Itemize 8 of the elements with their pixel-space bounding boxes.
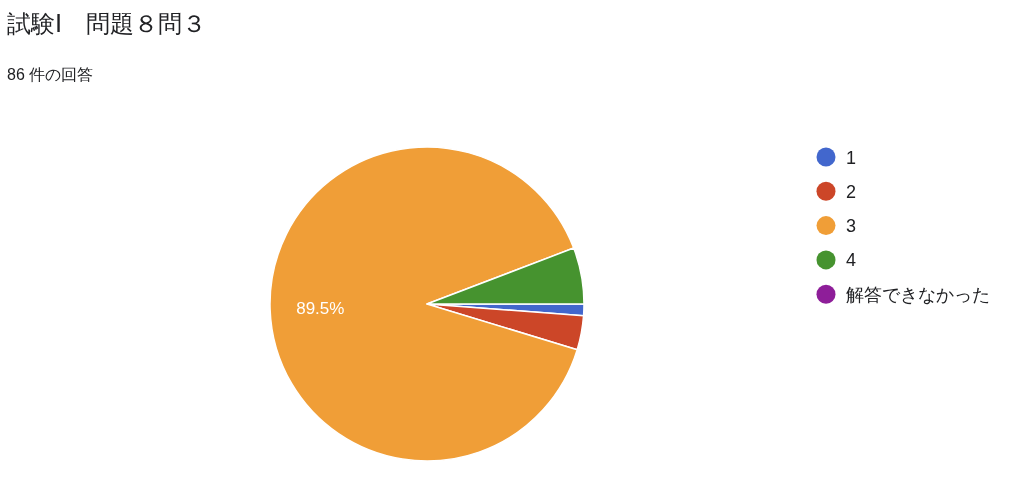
chart-title: 試験Ⅰ 問題８問３ — [7, 10, 207, 37]
legend-label: 2 — [846, 181, 857, 202]
text: 86 件の回答 — [7, 66, 94, 83]
legend-label: 4 — [846, 250, 857, 271]
legend-label: 解答できなかった — [846, 284, 990, 305]
legend-label: 1 — [846, 147, 857, 168]
legend-label: 3 — [846, 216, 857, 237]
data-label: 89.5% — [296, 298, 345, 318]
